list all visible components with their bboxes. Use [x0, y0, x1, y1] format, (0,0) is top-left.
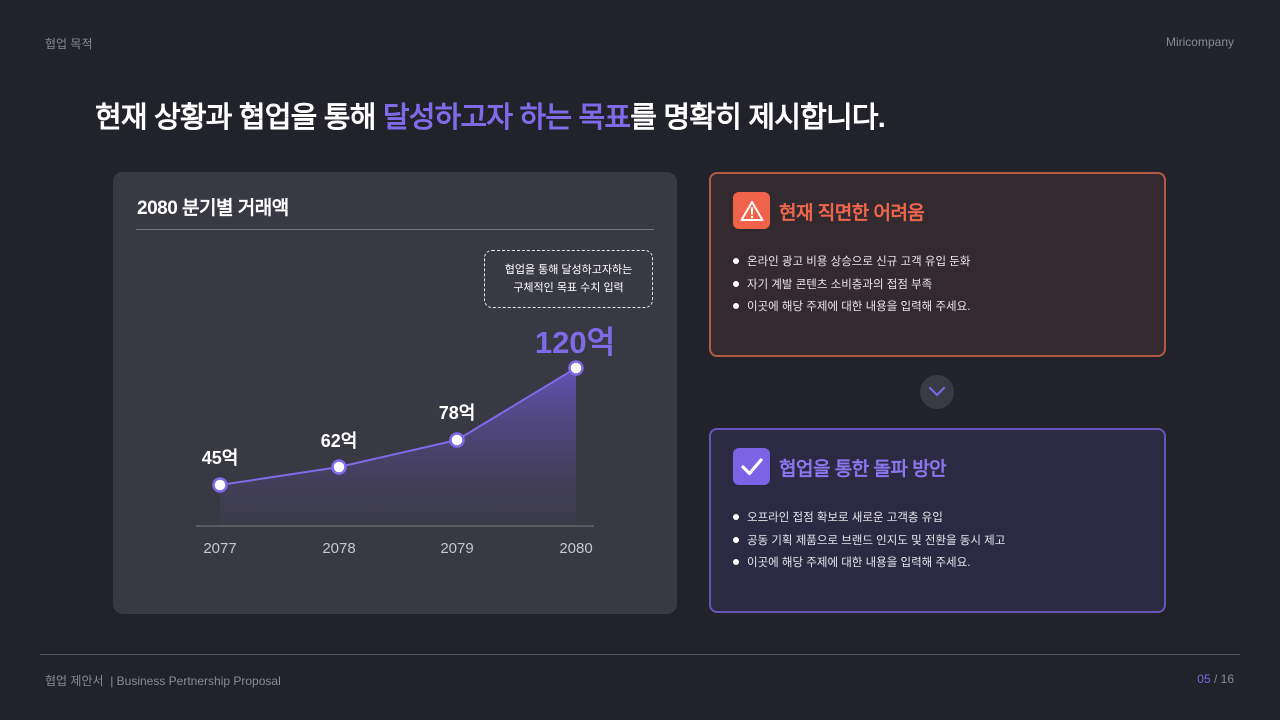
headline-accent: 달성하고자 하는 목표 — [382, 102, 631, 134]
chart-card: 2080 분기별 거래액 협업을 통해 달성하고자하는 구체적인 목표 수치 입… — [113, 172, 677, 614]
bullet-icon — [733, 514, 739, 521]
list-item: 온라인 광고 비용 상승으로 신규 고객 유입 둔화 — [733, 250, 970, 273]
list-item-text: 공동 기획 제품으로 브랜드 인지도 및 전환을 동시 제고 — [747, 534, 1006, 547]
value-label-2080: 120억 — [534, 325, 616, 360]
problem-card: 현재 직면한 어려움 온라인 광고 비용 상승으로 신규 고객 유입 둔화 자기… — [709, 172, 1166, 357]
data-point-2077 — [212, 477, 228, 493]
list-item-text: 이곳에 해당 주제에 대한 내용을 입력해 주세요. — [747, 557, 971, 570]
value-label-2079: 78억 — [438, 403, 476, 423]
solution-title: 협업을 통한 돌파 방안 — [779, 459, 947, 480]
section-label: 협업 목적 — [45, 37, 93, 51]
data-point-2080 — [568, 360, 584, 376]
data-point-2078 — [331, 459, 347, 475]
x-tick-2080: 2080 — [559, 540, 593, 557]
list-item: 이곳에 해당 주제에 대한 내용을 입력해 주세요. — [733, 551, 1005, 574]
value-label-2077: 45억 — [201, 448, 239, 468]
callout-line-2: 구체적인 목표 수치 입력 — [513, 282, 624, 294]
bullet-icon — [733, 258, 739, 265]
list-item: 이곳에 해당 주제에 대한 내용을 입력해 주세요. — [733, 295, 970, 318]
page-total: 16 — [1220, 672, 1234, 686]
problem-list: 온라인 광고 비용 상승으로 신규 고객 유입 둔화 자기 계발 콘텐츠 소비층… — [733, 250, 970, 318]
bullet-icon — [733, 536, 739, 543]
list-item-text: 이곳에 해당 주제에 대한 내용을 입력해 주세요. — [747, 301, 971, 314]
trend-line — [219, 367, 577, 486]
x-tick-2078: 2078 — [322, 540, 356, 557]
area-fill — [220, 368, 576, 526]
chevron-down-icon — [920, 375, 954, 409]
bullet-icon — [733, 559, 739, 566]
page-current: 05 — [1197, 672, 1211, 686]
warning-icon — [733, 192, 770, 229]
x-tick-2077: 2077 — [203, 540, 237, 557]
footer-doc-title: 협업 제안서 | Business Pertnership Proposal — [45, 674, 281, 688]
data-point-2079 — [449, 432, 465, 448]
solution-list: 오프라인 접점 확보로 새로운 고객층 유입 공동 기획 제품으로 브랜드 인지… — [733, 506, 1005, 574]
x-tick-2079: 2079 — [440, 540, 474, 557]
problem-title: 현재 직면한 어려움 — [779, 203, 925, 224]
solution-card: 협업을 통한 돌파 방안 오프라인 접점 확보로 새로운 고객층 유입 공동 기… — [709, 428, 1166, 613]
check-icon — [733, 448, 770, 485]
list-item: 자기 계발 콘텐츠 소비층과의 접점 부족 — [733, 273, 970, 296]
headline-part2: 를 명확히 제시합니다. — [630, 102, 886, 134]
page-title: 현재 상황과 협업을 통해 달성하고자 하는 목표를 명확히 제시합니다. — [95, 94, 886, 136]
chart-divider — [136, 229, 654, 230]
company-name: Miricompany — [1165, 35, 1234, 49]
chart-title: 2080 분기별 거래액 — [137, 198, 289, 219]
value-label-2078: 62억 — [320, 431, 358, 451]
list-item-text: 자기 계발 콘텐츠 소비층과의 접점 부족 — [747, 278, 933, 291]
area-chart — [196, 360, 594, 527]
list-item: 공동 기획 제품으로 브랜드 인지도 및 전환을 동시 제고 — [733, 529, 1005, 552]
list-item-text: 온라인 광고 비용 상승으로 신규 고객 유입 둔화 — [747, 256, 971, 269]
list-item-text: 오프라인 접점 확보로 새로운 고객층 유입 — [747, 512, 943, 525]
list-item: 오프라인 접점 확보로 새로운 고객층 유입 — [733, 506, 1005, 529]
target-callout: 협업을 통해 달성하고자하는 구체적인 목표 수치 입력 — [484, 250, 653, 308]
headline-part1: 현재 상황과 협업을 통해 — [95, 102, 383, 134]
page-indicator: 05 / 16 — [1197, 672, 1234, 686]
page-separator: / — [1210, 672, 1221, 686]
bullet-icon — [733, 280, 739, 287]
bullet-icon — [733, 303, 739, 310]
footer-divider — [40, 654, 1240, 655]
callout-line-1: 협업을 통해 달성하고자하는 — [504, 264, 633, 276]
